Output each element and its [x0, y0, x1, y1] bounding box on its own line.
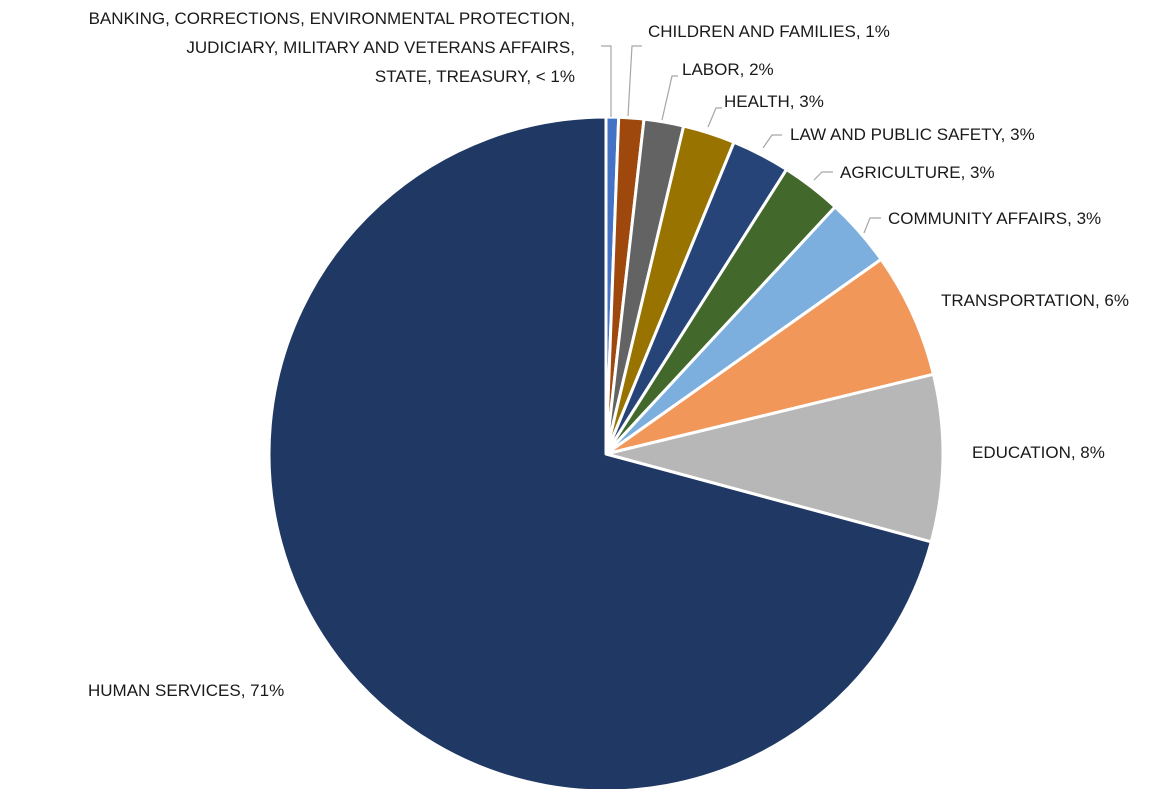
- leader-line-agriculture: [813, 171, 833, 181]
- data-label-labor: LABOR, 2%: [682, 60, 774, 79]
- data-label-banking-line2: JUDICIARY, MILITARY AND VETERANS AFFAIRS…: [186, 38, 575, 57]
- data-labels: BANKING, CORRECTIONS, ENVIRONMENTAL PROT…: [88, 9, 1129, 700]
- data-label-children: CHILDREN AND FAMILIES, 1%: [648, 22, 890, 41]
- data-label-health: HEALTH, 3%: [724, 92, 824, 111]
- leader-lines: [601, 45, 881, 234]
- leader-line-children: [627, 45, 642, 117]
- data-label-community: COMMUNITY AFFAIRS, 3%: [888, 209, 1101, 228]
- data-label-transportation: TRANSPORTATION, 6%: [941, 291, 1129, 310]
- data-label-education: EDUCATION, 8%: [972, 443, 1105, 462]
- data-label-banking-line3: STATE, TREASURY, < 1%: [375, 67, 575, 86]
- pie-slice-transportation: [604, 257, 935, 456]
- data-label-banking-line1: BANKING, CORRECTIONS, ENVIRONMENTAL PROT…: [89, 9, 575, 28]
- pie-slice-human-services: [267, 115, 933, 793]
- leader-line-health: [707, 107, 722, 128]
- data-label-agriculture: AGRICULTURE, 3%: [840, 163, 995, 182]
- leader-line-law: [762, 134, 782, 149]
- data-label-human-services: HUMAN SERVICES, 71%: [88, 681, 284, 700]
- leader-line-community: [863, 217, 881, 234]
- pie-slices: [267, 115, 945, 793]
- leader-line-banking: [601, 45, 612, 117]
- leader-line-labor: [661, 75, 678, 121]
- data-label-law: LAW AND PUBLIC SAFETY, 3%: [790, 125, 1035, 144]
- pie-slice-education: [604, 372, 945, 544]
